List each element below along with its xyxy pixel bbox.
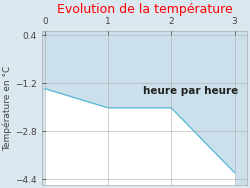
Text: heure par heure: heure par heure [143, 86, 238, 96]
Title: Evolution de la température: Evolution de la température [56, 3, 232, 16]
Y-axis label: Température en °C: Température en °C [3, 65, 12, 151]
